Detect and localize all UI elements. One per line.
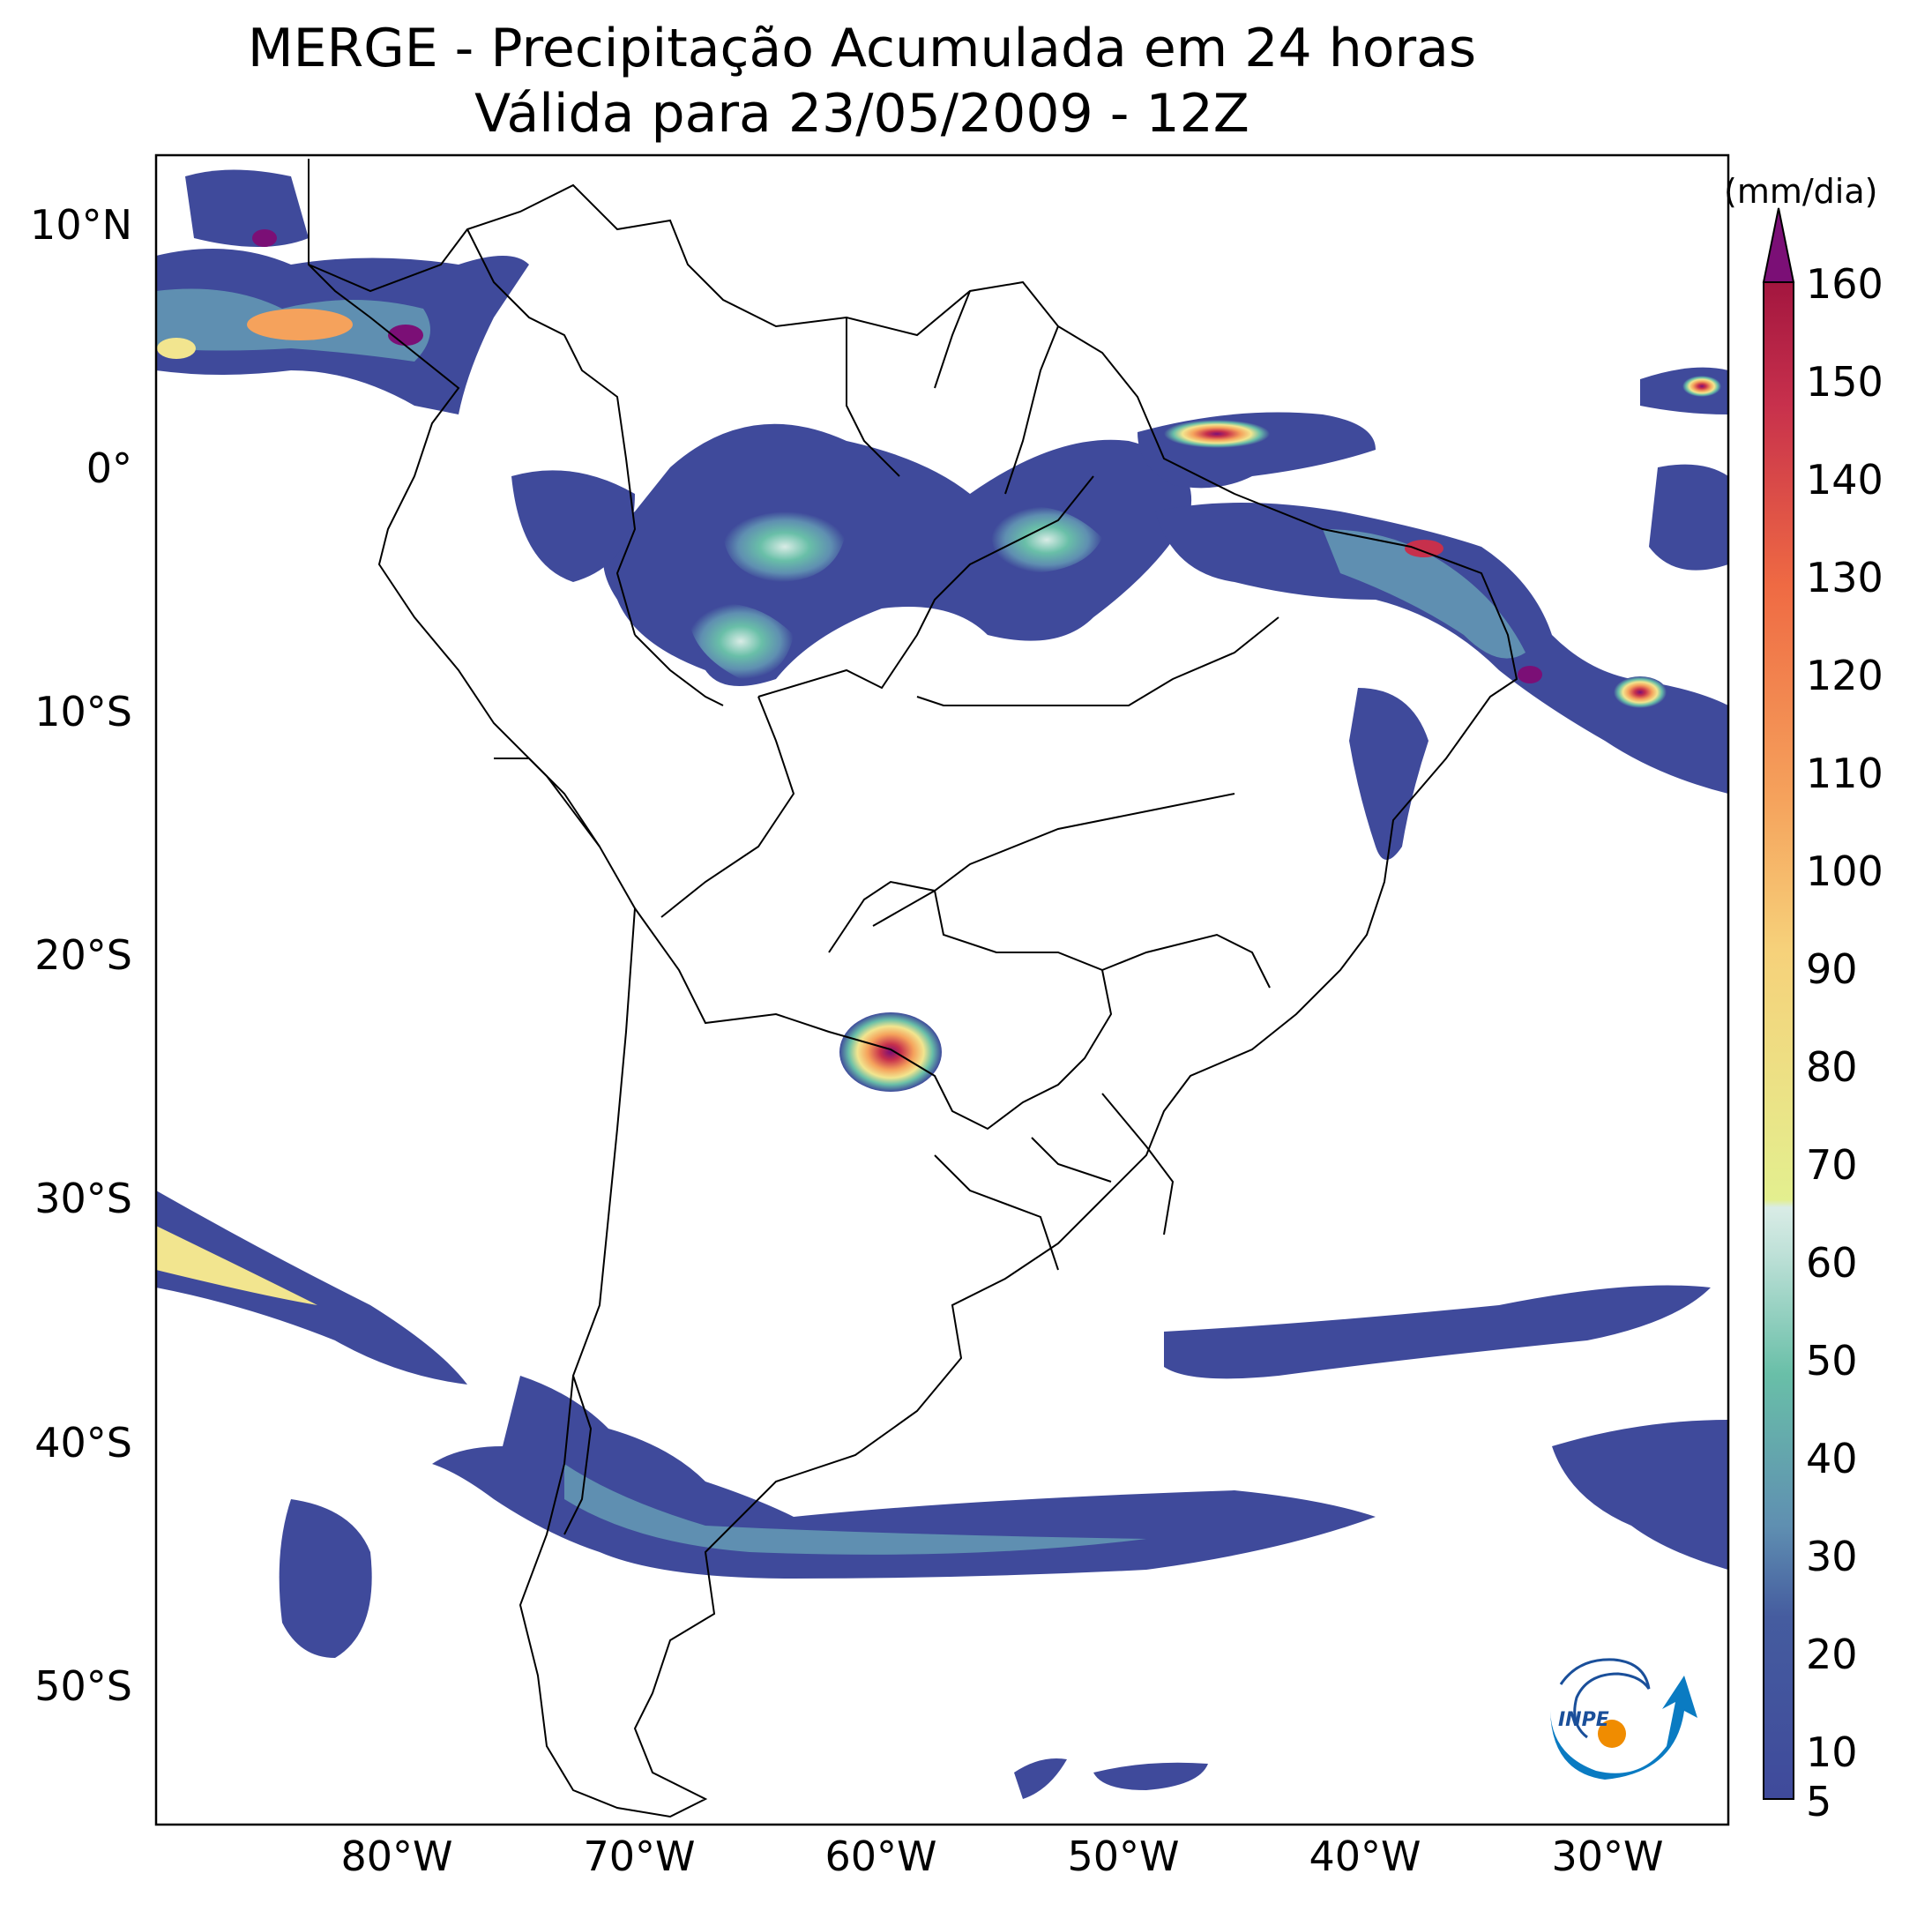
- colorbar-extend-arrow: [1762, 207, 1795, 283]
- title-line-2: Válida para 23/05/2009 - 12Z: [474, 83, 1249, 145]
- lat-label-20S: 20°S: [34, 931, 132, 979]
- lat-label-0: 0°: [86, 444, 132, 492]
- lon-label-50W: 50°W: [1067, 1833, 1180, 1880]
- title-line-1: MERGE - Precipitação Acumulada em 24 hor…: [247, 18, 1477, 79]
- cb-tick-150: 150: [1806, 358, 1884, 406]
- cb-tick-120: 120: [1806, 652, 1884, 699]
- colorbar-bar: [1763, 281, 1794, 1800]
- cb-tick-30: 30: [1806, 1533, 1858, 1580]
- cb-tick-100: 100: [1806, 847, 1884, 895]
- inpe-logo-text: INPE: [1558, 1709, 1609, 1731]
- inpe-logo: [1550, 1658, 1697, 1780]
- precipitation-fields: [156, 169, 1728, 1799]
- cb-tick-60: 60: [1806, 1239, 1858, 1287]
- lat-label-50S: 50°S: [34, 1662, 132, 1710]
- cb-tick-160: 160: [1806, 260, 1884, 308]
- lat-label-30S: 30°S: [34, 1175, 132, 1222]
- lon-label-40W: 40°W: [1309, 1833, 1421, 1880]
- lat-label-40S: 40°S: [34, 1419, 132, 1467]
- lon-label-30W: 30°W: [1551, 1833, 1664, 1880]
- cb-tick-70: 70: [1806, 1141, 1858, 1189]
- colorbar: [1762, 207, 1795, 1800]
- country-borders: [308, 159, 1518, 1818]
- cb-tick-20: 20: [1806, 1631, 1858, 1678]
- cb-tick-130: 130: [1806, 554, 1884, 601]
- lat-label-10S: 10°S: [34, 688, 132, 735]
- cb-tick-90: 90: [1806, 945, 1858, 993]
- lon-label-60W: 60°W: [824, 1833, 937, 1880]
- lat-label-10N: 10°N: [30, 201, 132, 249]
- cb-tick-110: 110: [1806, 750, 1884, 797]
- cb-tick-140: 140: [1806, 456, 1884, 504]
- cb-tick-10: 10: [1806, 1728, 1858, 1776]
- cb-tick-80: 80: [1806, 1043, 1858, 1091]
- lon-label-70W: 70°W: [583, 1833, 696, 1880]
- colorbar-unit: (mm/dia): [1724, 172, 1878, 211]
- map-frame: [154, 153, 1730, 1826]
- cb-tick-5: 5: [1806, 1778, 1832, 1825]
- lon-label-80W: 80°W: [340, 1833, 453, 1880]
- cb-tick-40: 40: [1806, 1435, 1858, 1482]
- cb-tick-50: 50: [1806, 1337, 1858, 1385]
